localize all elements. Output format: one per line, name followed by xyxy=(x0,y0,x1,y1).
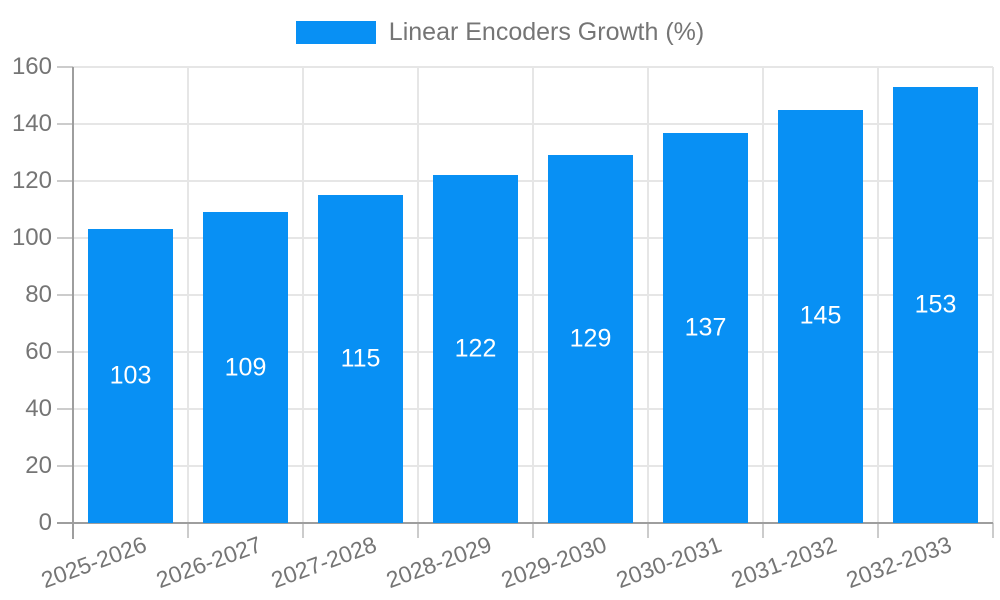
y-tick-mark xyxy=(57,123,73,125)
x-tick-mark xyxy=(532,523,534,538)
y-tick-mark xyxy=(57,351,73,353)
legend-swatch-icon xyxy=(295,20,376,44)
y-tick-mark xyxy=(57,237,73,239)
bar[interactable]: 109 xyxy=(203,212,288,523)
y-tick-mark xyxy=(57,66,73,68)
x-gridline xyxy=(302,67,304,523)
y-axis-tick-label: 40 xyxy=(25,395,52,422)
y-axis-tick-label: 140 xyxy=(11,110,52,137)
bar[interactable]: 122 xyxy=(433,175,518,523)
y-tick-mark xyxy=(57,294,73,296)
y-tick-mark xyxy=(57,408,73,410)
bar[interactable]: 153 xyxy=(893,86,978,523)
x-tick-mark xyxy=(762,523,764,538)
x-gridline xyxy=(762,67,764,523)
x-gridline xyxy=(877,67,879,523)
x-gridline xyxy=(992,67,994,523)
x-axis-tick-label: 2031-2032 xyxy=(727,531,840,594)
bar[interactable]: 103 xyxy=(88,229,173,523)
bar[interactable]: 115 xyxy=(318,195,403,523)
plot-area: 103 109 115 122 129 137 145 153 xyxy=(57,66,994,539)
legend[interactable]: Linear Encoders Growth (%) xyxy=(0,18,1000,46)
bar-value-label: 115 xyxy=(340,344,381,373)
x-axis-tick-label: 2026-2027 xyxy=(152,531,265,594)
y-axis-tick-label: 0 xyxy=(38,509,52,536)
x-axis-tick-label: 2025-2026 xyxy=(37,531,150,594)
x-tick-mark xyxy=(302,523,304,538)
y-axis-tick-label: 60 xyxy=(25,338,52,365)
bar-value-label: 145 xyxy=(799,301,842,330)
bar[interactable]: 137 xyxy=(663,132,748,523)
x-gridline xyxy=(417,67,419,523)
y-axis-line xyxy=(72,67,74,539)
y-axis-tick-label: 120 xyxy=(11,167,52,194)
x-axis-tick-label: 2029-2030 xyxy=(497,531,610,594)
y-tick-mark xyxy=(57,180,73,182)
x-tick-mark xyxy=(877,523,879,538)
x-axis-tick-label: 2032-2033 xyxy=(842,531,955,594)
bar-value-label: 109 xyxy=(224,353,267,382)
y-axis-tick-label: 100 xyxy=(11,224,52,251)
legend-label: Linear Encoders Growth (%) xyxy=(388,17,705,46)
bar-value-label: 129 xyxy=(569,324,612,353)
y-axis-tick-label: 20 xyxy=(25,452,52,479)
x-tick-mark xyxy=(992,523,994,538)
x-tick-mark xyxy=(417,523,419,538)
x-gridline xyxy=(532,67,534,523)
bar-value-label: 137 xyxy=(684,313,727,342)
y-tick-mark xyxy=(57,465,73,467)
bar[interactable]: 145 xyxy=(778,109,863,523)
x-axis-line xyxy=(57,522,993,524)
bar-value-label: 122 xyxy=(454,334,497,363)
y-axis-tick-label: 80 xyxy=(25,281,52,308)
x-axis-tick-label: 2027-2028 xyxy=(267,531,380,594)
bar-value-label: 153 xyxy=(914,290,957,319)
x-tick-mark xyxy=(647,523,649,538)
bar[interactable]: 129 xyxy=(548,155,633,523)
x-gridline xyxy=(647,67,649,523)
bar-value-label: 103 xyxy=(109,361,152,390)
x-axis-tick-label: 2028-2029 xyxy=(382,531,495,594)
x-gridline xyxy=(187,67,189,523)
y-axis-tick-label: 160 xyxy=(11,53,52,80)
x-tick-mark xyxy=(187,523,189,538)
x-axis-tick-label: 2030-2031 xyxy=(612,531,725,594)
